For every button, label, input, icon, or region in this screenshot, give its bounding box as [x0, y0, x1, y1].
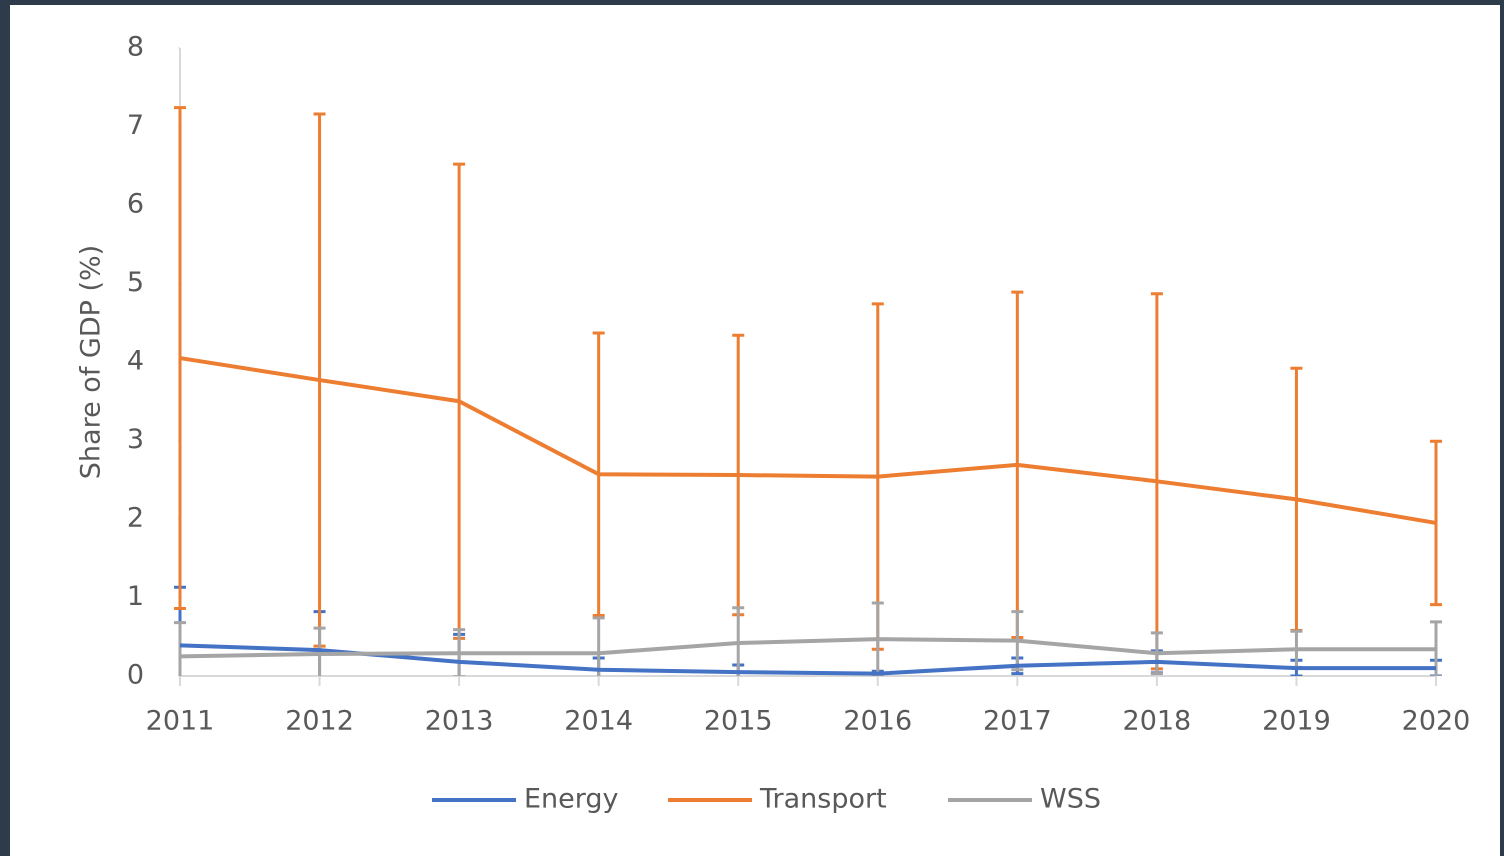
legend-label: Transport: [759, 784, 887, 815]
y-tick-label: 6: [127, 189, 144, 220]
y-tick-label: 2: [127, 503, 144, 534]
x-tick-label: 2013: [425, 706, 494, 737]
y-tick-label: 5: [127, 267, 144, 298]
x-tick-label: 2016: [843, 706, 912, 737]
series-line: [179, 643, 1436, 676]
x-tick-label: 2011: [146, 706, 215, 737]
legend-label: WSS: [1040, 784, 1101, 815]
x-tick-label: 2019: [1262, 706, 1331, 737]
x-tick-label: 2020: [1402, 706, 1471, 737]
x-tick-label: 2018: [1123, 706, 1192, 737]
x-tick-label: 2014: [564, 706, 633, 737]
y-tick-label: 0: [127, 660, 144, 691]
legend-label: Energy: [524, 784, 619, 815]
y-tick-label: 1: [127, 581, 144, 612]
x-tick-label: 2017: [983, 706, 1052, 737]
y-tick-label: 8: [127, 32, 144, 63]
y-tick-label: 4: [127, 346, 144, 377]
x-tick-label: 2012: [285, 706, 354, 737]
series-line: [179, 356, 1437, 525]
y-tick-label: 7: [127, 110, 144, 141]
x-tick-label: 2015: [704, 706, 773, 737]
series-line: [179, 637, 1436, 659]
y-axis-label: Share of GDP (%): [76, 245, 107, 479]
y-tick-label: 3: [127, 424, 144, 455]
chart-background: [10, 5, 1500, 856]
